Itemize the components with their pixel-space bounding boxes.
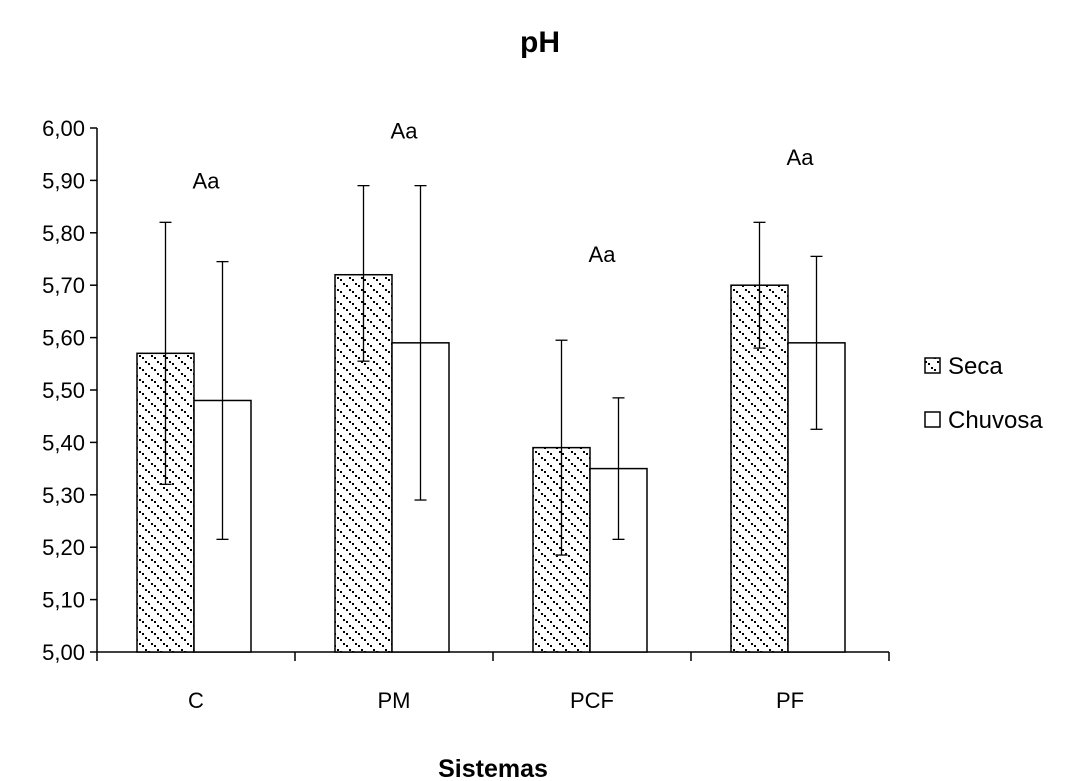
legend: Seca Chuvosa <box>924 353 1043 434</box>
annotation-label: Aa <box>391 119 419 144</box>
y-tick-label: 6,00 <box>42 116 85 141</box>
plot-area: 5,00 5,10 5,20 5,30 5,40 5,50 5,60 5,70 5,80 5,90… <box>42 116 890 713</box>
y-tick-label: 5,50 <box>42 378 85 403</box>
y-tick-label: 5,30 <box>42 483 85 508</box>
legend-label-seca: Seca <box>948 353 1003 380</box>
annotation-label: Aa <box>193 168 221 193</box>
annotation-label: Aa <box>787 145 815 170</box>
annotation-label: Aa <box>589 242 617 267</box>
legend-swatch-chuvosa <box>924 411 941 428</box>
y-tick-label: 5,80 <box>42 221 85 246</box>
x-tick-label: PM <box>378 688 411 713</box>
y-tick-label: 5,20 <box>42 535 85 560</box>
y-tick-label: 5,40 <box>42 430 85 455</box>
legend-swatch-seca <box>924 357 941 374</box>
x-axis-label: Sistemas <box>438 755 548 781</box>
x-tick-label: C <box>188 688 204 713</box>
y-tick-label: 5,60 <box>42 326 85 351</box>
y-tick-label: 5,90 <box>42 168 85 193</box>
x-tick-label: PCF <box>570 688 614 713</box>
y-tick-label: 5,00 <box>42 640 85 665</box>
y-tick-label: 5,10 <box>42 588 85 613</box>
x-tick-label: PF <box>776 688 804 713</box>
bar-chuvosa-pf <box>787 342 846 653</box>
y-tick-label: 5,70 <box>42 273 85 298</box>
chart-title: pH <box>520 26 560 59</box>
legend-label-chuvosa: Chuvosa <box>948 407 1043 434</box>
